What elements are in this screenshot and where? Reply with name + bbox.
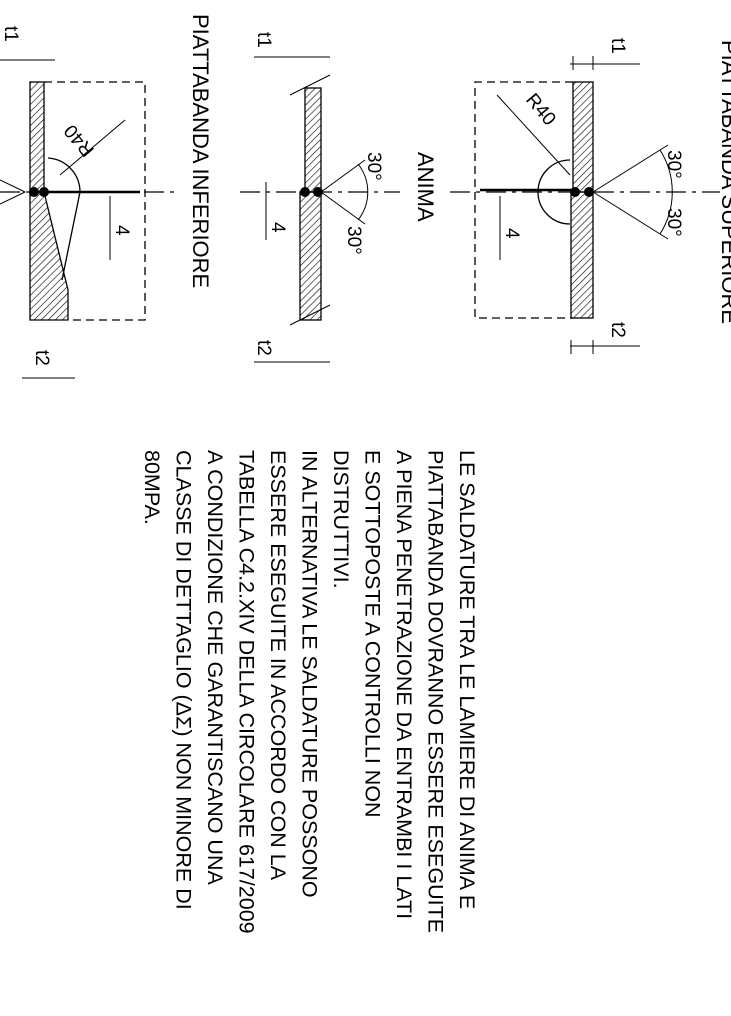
note-line: DISTRUTTIVI.	[329, 450, 353, 589]
note-line: A CONDIZIONE CHE GARANTISCANO UNA	[203, 450, 227, 885]
label-t2-inferiore: t2	[31, 350, 52, 366]
note-line: ESSERE ESEGUITE IN ACCORDO CON LA	[266, 450, 290, 881]
detail-piattabanda-inferiore	[0, 59, 180, 379]
plate-lower	[29, 191, 69, 321]
plate-upper	[304, 87, 322, 193]
label-angle-a-superiore: 30°	[663, 150, 684, 179]
label-t1-superiore: t1	[607, 38, 628, 54]
label-t2-superiore: t2	[607, 322, 628, 338]
label-r40-inferiore: R40	[60, 120, 98, 160]
note-line: 80MPA.	[140, 450, 164, 525]
r40-arc	[47, 157, 81, 281]
dashed-outline	[44, 81, 146, 321]
label-r40-superiore: R40	[521, 90, 559, 130]
label-gap-superiore: 4	[501, 228, 522, 239]
label-t2-anima: t2	[253, 340, 274, 356]
r40-leader	[496, 94, 571, 176]
note-line: LE SALDATURE TRA LE LAMIERE DI ANIMA E	[455, 450, 479, 909]
detail-piattabanda-superiore	[450, 56, 720, 354]
r40-arc	[537, 159, 571, 225]
weld-dot-superiore	[570, 187, 580, 197]
detail-anima	[240, 56, 400, 363]
plate-lower	[570, 191, 594, 319]
plate-lower	[299, 191, 322, 321]
plate-upper	[29, 81, 45, 193]
label-gap-anima: 4	[267, 222, 288, 233]
label-angle-a-anima: 30°	[363, 152, 384, 181]
weld-dot-anima	[300, 187, 310, 197]
title-anima: ANIMA	[413, 152, 438, 222]
label-angle-b-superiore: 30°	[663, 208, 684, 237]
label-t1-inferiore: t1	[0, 26, 21, 42]
note-line: TABELLA C4.2.XIV DELLA CIRCOLARE 617/200…	[235, 450, 259, 934]
label-t1-anima: t1	[253, 32, 274, 48]
note-line: E SOTTOPOSTE A CONTROLLI NON	[361, 450, 385, 818]
note-block: LE SALDATURE TRA LE LAMIERE DI ANIMA E P…	[140, 450, 479, 934]
note-line: CLASSE DI DETTAGLIO (ΔΣ) NON MINORE DI	[172, 450, 196, 910]
dashed-outline	[474, 81, 573, 319]
label-angle-b-anima: 30°	[343, 226, 364, 255]
title-superiore: PIATTABANDA SUPERIORE	[717, 40, 731, 324]
title-inferiore: PIATTABANDA INFERIORE	[188, 14, 213, 288]
label-gap-inferiore: 4	[111, 225, 132, 236]
weld-dot-inferiore	[29, 187, 39, 197]
note-line: A PIENA PENETRAZIONE DA ENTRAMBI I LATI	[392, 450, 416, 919]
plate-upper	[572, 81, 594, 193]
note-line: PIATTABANDA DOVRANNO ESSERE ESEGUITE	[424, 450, 448, 933]
note-line: IN ALTERNATIVA LE SALDATURE POSSONO	[298, 450, 322, 898]
